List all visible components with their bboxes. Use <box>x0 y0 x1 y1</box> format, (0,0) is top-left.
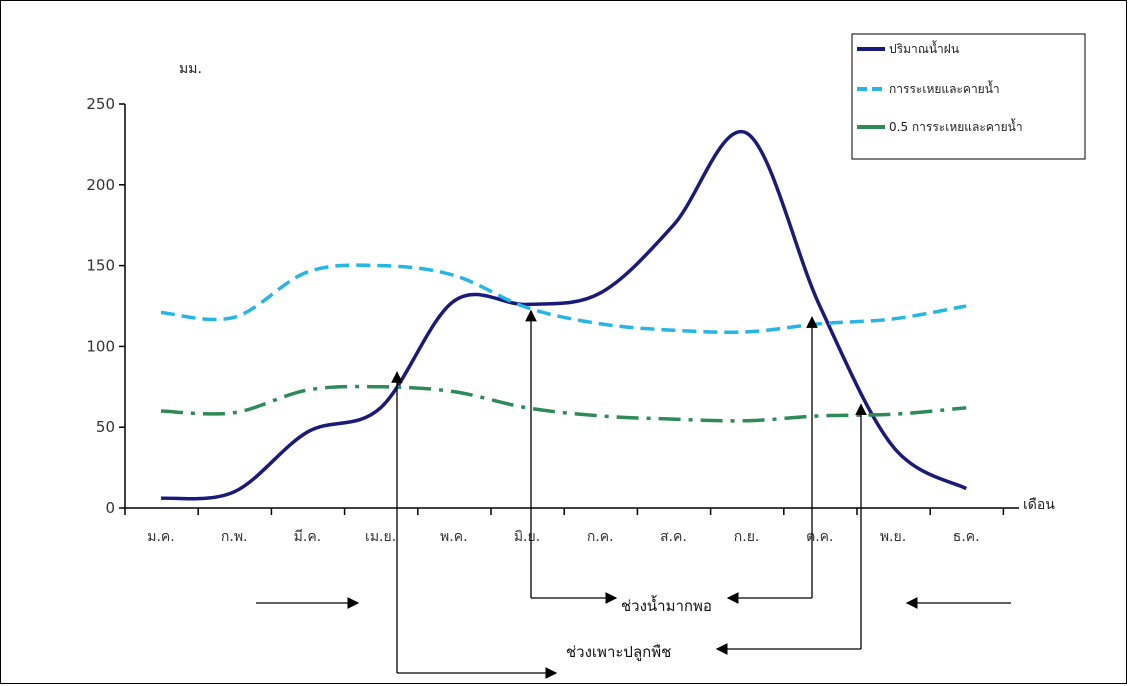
legend: ปริมาณน้ำฝน การระเหยและคายน้ำ 0.5 การระเ… <box>851 33 1086 160</box>
y-tick-label: 0 <box>105 499 115 517</box>
legend-entry-evapotranspiration: การระเหยและคายน้ำ <box>889 80 1000 96</box>
y-tick-label: 100 <box>86 337 115 355</box>
x-tick-label: มิ.ย. <box>514 529 540 545</box>
y-tick-label: 250 <box>86 95 115 113</box>
x-tick-label: ต.ค. <box>806 529 833 545</box>
x-tick-label: ก.พ. <box>221 529 248 545</box>
x-tick-label: เม.ย. <box>365 529 396 545</box>
y-tick-label: 150 <box>86 257 115 275</box>
x-tick-label: ธ.ค. <box>953 529 980 545</box>
x-tick-label: ก.ค. <box>587 529 614 545</box>
series-half-evapotranspiration <box>160 384 967 423</box>
x-tick-label: มี.ค. <box>294 529 322 545</box>
annotation-growing-season: ช่วงเพาะปลูกพืช <box>566 643 671 661</box>
annotation-sufficient-water: ช่วงน้ำมากพอ <box>621 595 712 615</box>
series-evapotranspiration <box>160 263 967 334</box>
annotation-layer <box>256 309 1011 679</box>
x-tick-label: ม.ค. <box>147 529 175 545</box>
series-rainfall <box>160 129 968 501</box>
legend-box <box>851 33 1086 160</box>
x-tick-label: พ.ย. <box>880 529 906 545</box>
y-axis-label: มม. <box>179 61 202 77</box>
legend-entry-half-evapotranspiration: 0.5 การระเหยและคายน้ำ <box>889 118 1023 134</box>
x-axis-label: เดือน <box>1023 497 1055 513</box>
x-tick-label: พ.ค. <box>440 529 468 545</box>
y-tick-label: 200 <box>86 176 115 194</box>
series-layer <box>160 129 968 501</box>
x-tick-label: ส.ค. <box>660 529 687 545</box>
x-tick-label: ก.ย. <box>734 529 760 545</box>
axes: 0 50 100 150 200 250 ม.ค. ก.พ. มี.ค. เม.ย. พ.ค. มิ.… <box>86 95 1019 545</box>
legend-entry-rainfall: ปริมาณน้ำฝน <box>889 40 959 56</box>
y-tick-label: 50 <box>96 418 115 436</box>
